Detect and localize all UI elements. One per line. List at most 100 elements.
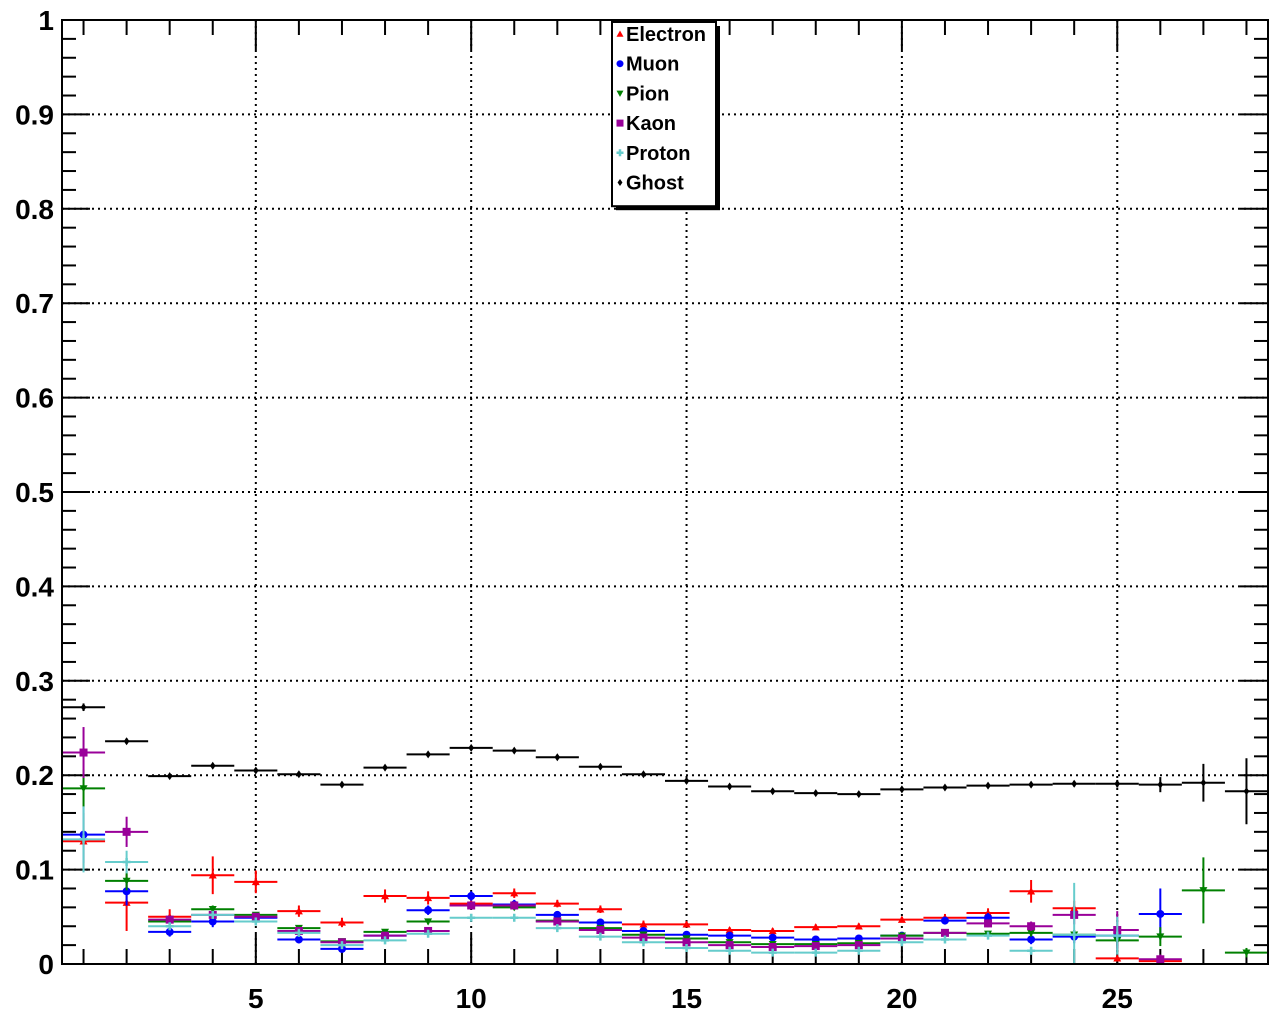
data-point bbox=[596, 918, 605, 927]
data-point bbox=[768, 948, 777, 957]
data-point bbox=[208, 910, 217, 919]
data-point bbox=[424, 906, 433, 915]
y-tick-label: 0.8 bbox=[15, 194, 54, 225]
data-point bbox=[940, 928, 949, 937]
x-tick-label: 20 bbox=[886, 983, 917, 1014]
plot-frame bbox=[61, 19, 1269, 965]
data-point bbox=[337, 941, 346, 950]
y-tick-labels: 0 0.1 0.2 0.3 0.4 0.5 0.6 0.7 0.8 0.9 1 bbox=[15, 5, 54, 980]
data-point bbox=[1071, 779, 1077, 788]
data-point bbox=[854, 941, 863, 950]
data-point bbox=[79, 835, 88, 844]
data-point bbox=[639, 920, 648, 928]
data-point bbox=[769, 787, 776, 796]
data-point bbox=[79, 748, 88, 757]
legend-item-pion: Pion bbox=[616, 83, 669, 105]
data-point bbox=[985, 781, 991, 790]
data-point bbox=[984, 919, 993, 928]
data-point bbox=[725, 931, 734, 940]
data-point bbox=[294, 935, 303, 944]
x-tick-label: 10 bbox=[456, 983, 487, 1014]
data-point bbox=[1242, 949, 1251, 957]
data-point bbox=[425, 750, 431, 759]
data-point bbox=[553, 924, 562, 933]
data-point bbox=[251, 917, 260, 926]
data-point bbox=[1157, 780, 1164, 789]
legend-item-proton: Proton bbox=[616, 143, 690, 165]
data-point bbox=[940, 916, 949, 925]
data-point bbox=[510, 889, 519, 897]
data-point bbox=[1243, 787, 1250, 796]
legend-label: Pion bbox=[626, 83, 669, 105]
data-point bbox=[554, 753, 561, 762]
data-point bbox=[1200, 778, 1207, 787]
data-point bbox=[899, 785, 905, 794]
data-point bbox=[253, 766, 259, 775]
data-point bbox=[1156, 933, 1165, 941]
data-point bbox=[596, 926, 605, 935]
data-point bbox=[123, 737, 130, 746]
data-point bbox=[166, 772, 173, 781]
data-point bbox=[80, 703, 87, 712]
data-point bbox=[725, 946, 734, 955]
data-point bbox=[510, 901, 519, 910]
x-tick-label: 25 bbox=[1102, 983, 1133, 1014]
legend-label: Muon bbox=[626, 54, 679, 76]
data-point bbox=[424, 918, 433, 926]
data-point bbox=[251, 912, 260, 921]
data-point bbox=[294, 928, 303, 937]
data-point bbox=[812, 789, 819, 798]
data-point bbox=[1199, 887, 1208, 895]
legend-item-kaon: Kaon bbox=[616, 113, 676, 135]
legend-marker bbox=[616, 60, 624, 68]
legend-label: Kaon bbox=[626, 113, 676, 135]
data-point bbox=[725, 926, 734, 934]
data-point bbox=[897, 915, 906, 923]
data-point bbox=[208, 871, 217, 879]
data-point bbox=[596, 932, 605, 941]
data-point bbox=[208, 917, 217, 926]
legend-item-electron: Electron bbox=[616, 24, 706, 46]
data-point bbox=[510, 913, 519, 922]
data-point bbox=[467, 901, 476, 910]
legend-marker bbox=[616, 30, 624, 37]
data-point bbox=[208, 906, 217, 914]
data-point bbox=[553, 917, 562, 926]
data-point bbox=[165, 922, 174, 931]
data-point bbox=[1027, 935, 1036, 944]
x-tick-labels: 5 10 15 20 25 bbox=[248, 983, 1133, 1014]
data-point bbox=[467, 892, 476, 901]
legend-item-muon: Muon bbox=[616, 54, 679, 76]
legend-item-ghost: Ghost bbox=[617, 173, 684, 195]
y-tick-label: 0.2 bbox=[15, 760, 54, 791]
data-point bbox=[1027, 887, 1036, 895]
data-point bbox=[122, 858, 131, 867]
data-point bbox=[339, 780, 345, 789]
data-point bbox=[768, 933, 777, 942]
data-point bbox=[1070, 930, 1079, 939]
data-point bbox=[683, 776, 690, 785]
y-tick-label: 0.5 bbox=[15, 477, 54, 508]
data-point bbox=[251, 877, 260, 886]
data-point bbox=[1113, 954, 1122, 962]
y-tick-label: 0 bbox=[38, 949, 54, 980]
data-point bbox=[165, 927, 174, 936]
data-point bbox=[811, 923, 820, 931]
data-point bbox=[337, 918, 346, 926]
legend-marker bbox=[616, 119, 624, 127]
data-point bbox=[1028, 780, 1034, 789]
data-point bbox=[897, 938, 906, 947]
data-point bbox=[1113, 931, 1122, 940]
legend-label: Electron bbox=[626, 24, 706, 46]
data-point bbox=[1027, 929, 1036, 937]
data-point bbox=[854, 946, 863, 955]
legend-marker bbox=[617, 179, 623, 186]
data-point bbox=[682, 920, 691, 928]
x-tick-label: 5 bbox=[248, 983, 264, 1014]
series-ghost bbox=[62, 703, 1268, 825]
data-point bbox=[381, 931, 390, 940]
data-point bbox=[1114, 779, 1121, 788]
legend: Electron Muon Pion Kaon Proton Ghost bbox=[611, 21, 720, 211]
data-point bbox=[768, 926, 777, 935]
data-point bbox=[1156, 909, 1165, 918]
